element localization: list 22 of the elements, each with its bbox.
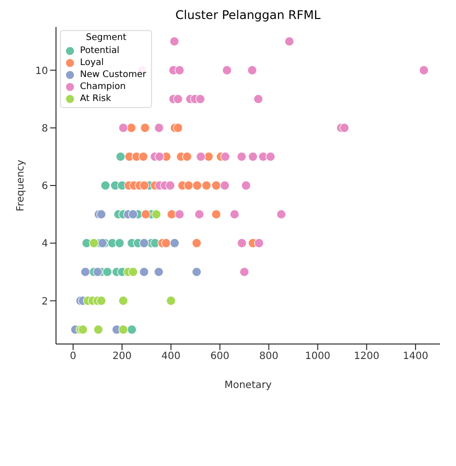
legend-label: At Risk xyxy=(80,93,112,105)
x-tick-label: 1400 xyxy=(402,351,428,362)
y-tick-label: 10 xyxy=(35,66,48,77)
y-tick-label: 8 xyxy=(42,123,48,134)
x-tick-label: 800 xyxy=(259,351,278,362)
x-tick-label: 1200 xyxy=(354,351,380,362)
legend-label: New Customer xyxy=(80,69,146,81)
y-tick-label: 2 xyxy=(42,296,48,308)
legend-label: Champion xyxy=(80,81,126,93)
chart-title: Cluster Pelanggan RFML xyxy=(174,8,322,22)
legend-label: Potential xyxy=(80,45,120,57)
x-tick-label: 1000 xyxy=(304,351,330,362)
legend-label: Loyal xyxy=(80,57,104,69)
y-tick-label: 6 xyxy=(42,181,48,192)
x-tick-label: 200 xyxy=(112,351,132,362)
x-axis-title: Monetary xyxy=(224,380,272,391)
y-tick-label: 4 xyxy=(42,238,48,250)
x-tick-label: 400 xyxy=(161,351,180,362)
legend-title: Segment xyxy=(84,33,128,43)
y-axis-title: Frequency xyxy=(16,160,27,212)
x-tick-label: 0 xyxy=(70,351,76,362)
x-tick-label: 600 xyxy=(210,351,230,362)
